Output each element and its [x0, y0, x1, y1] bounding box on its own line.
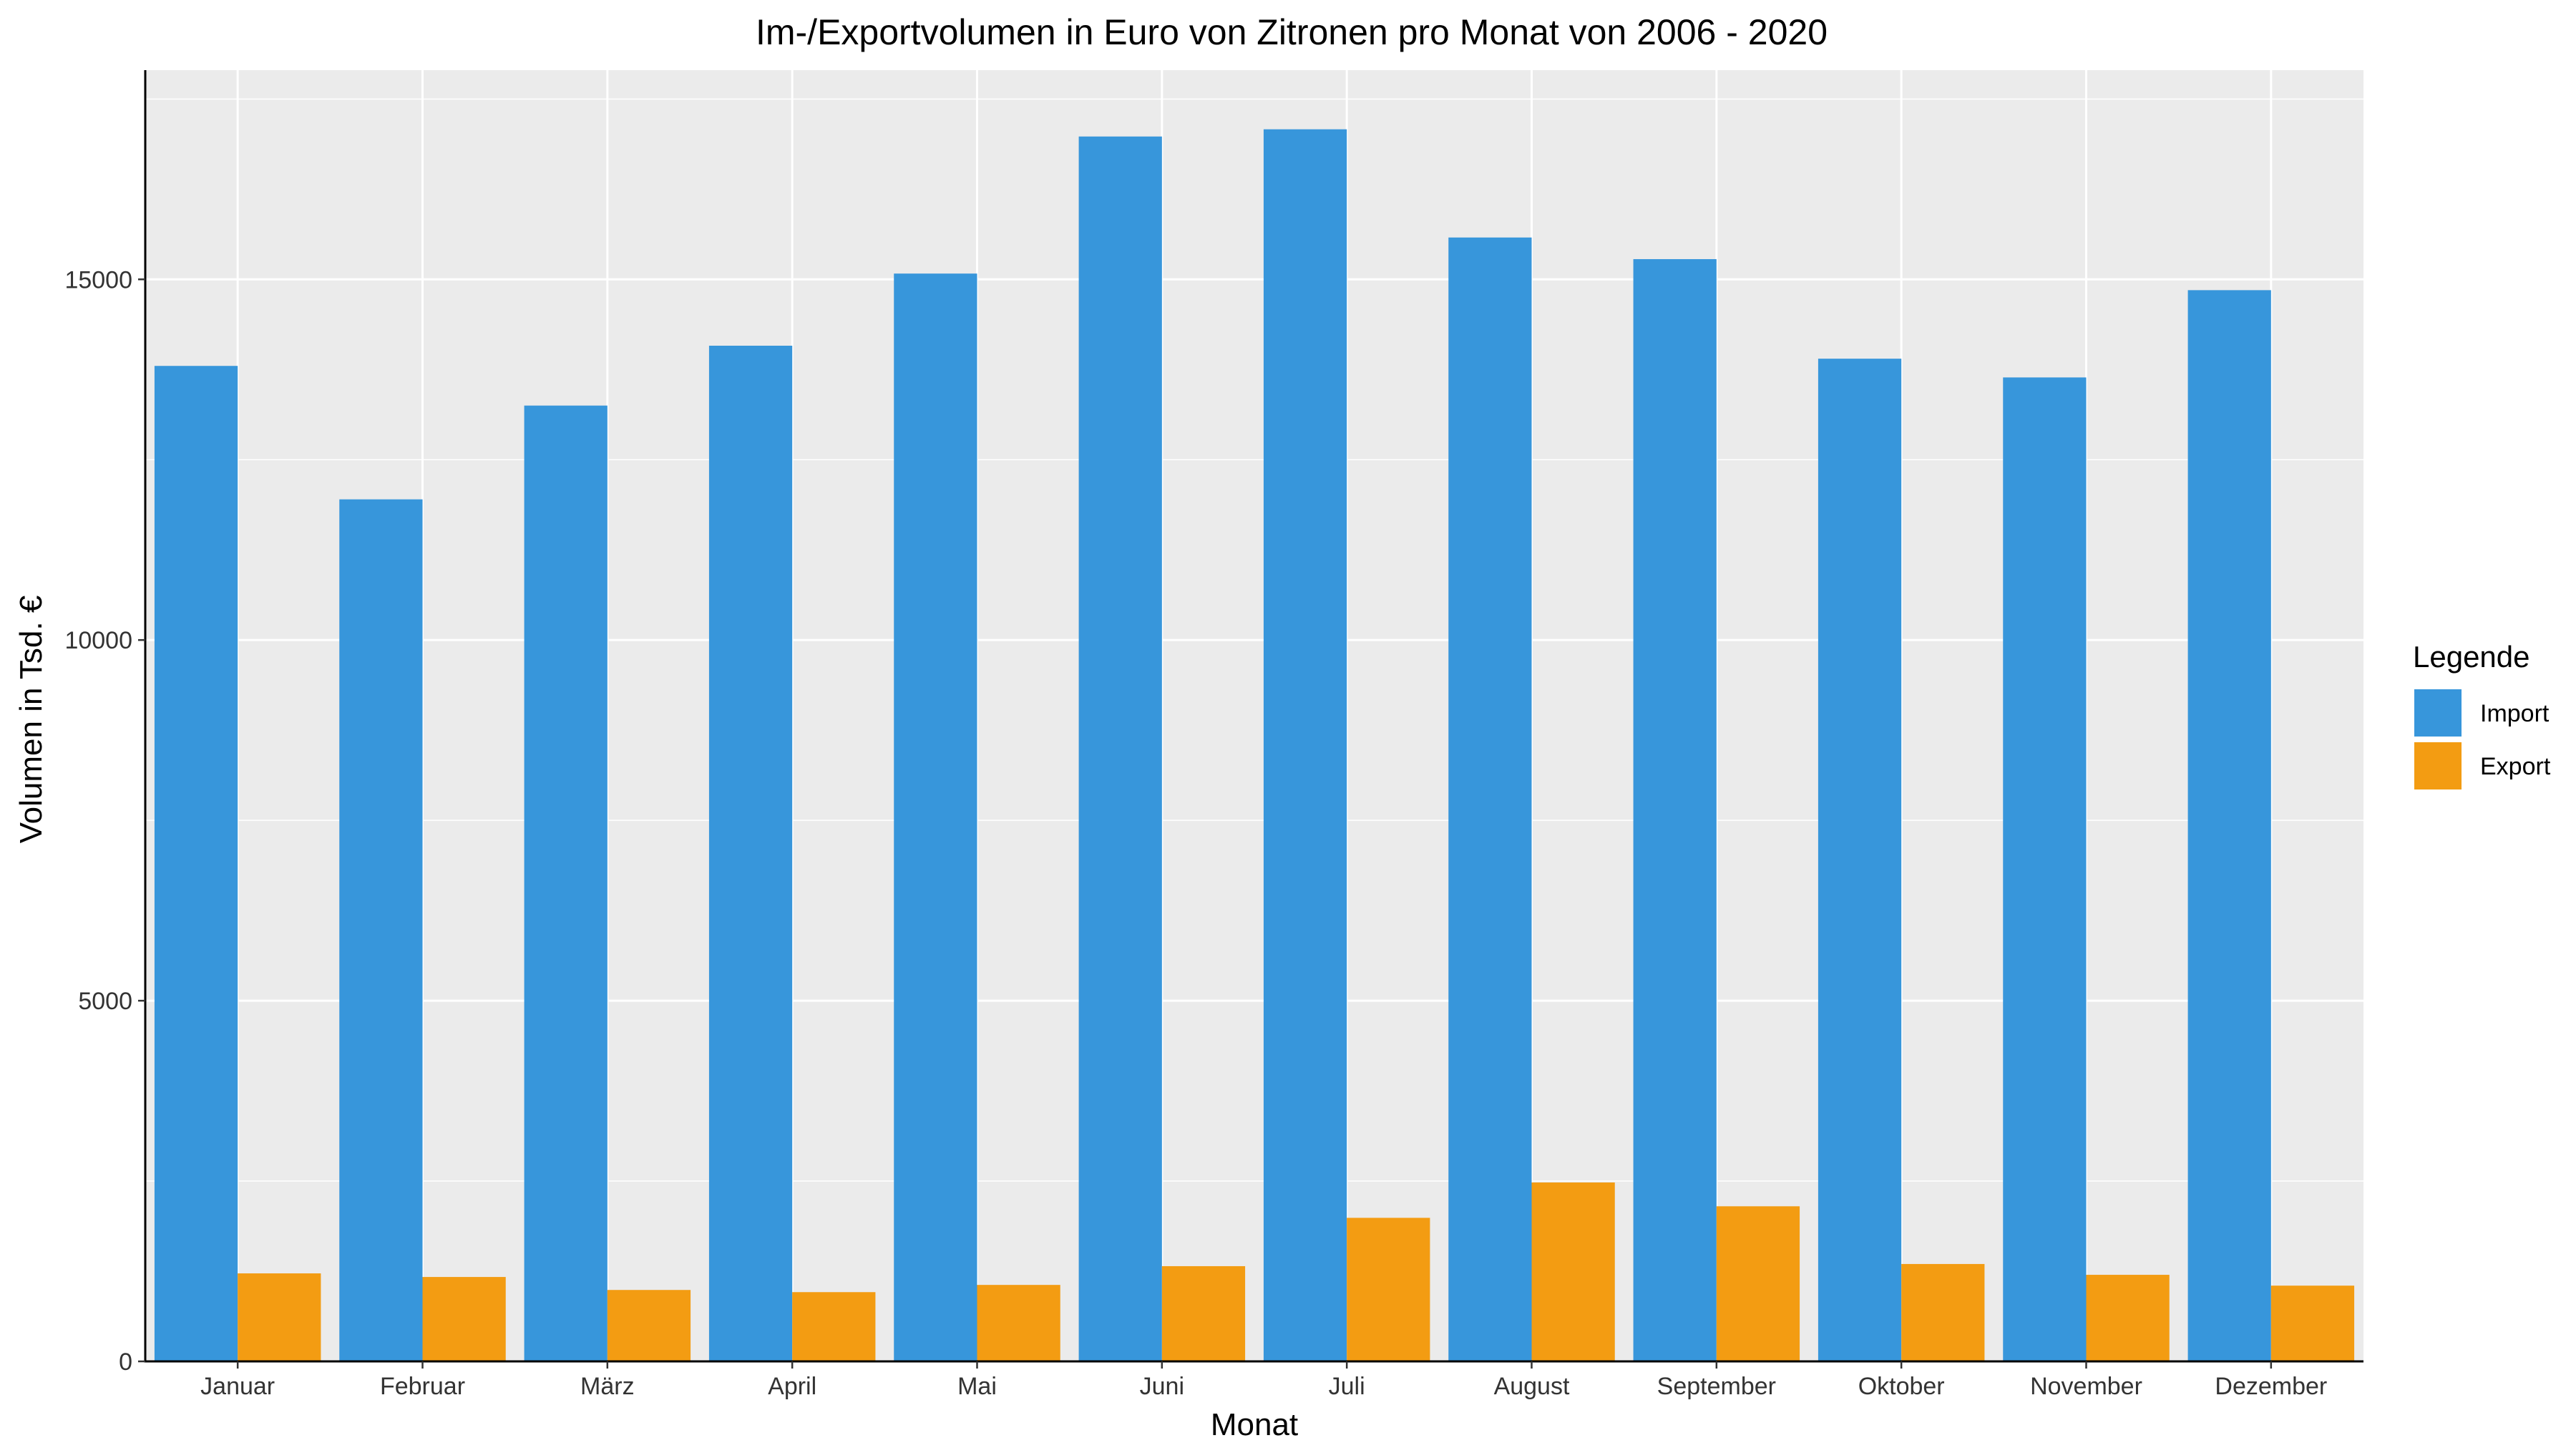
x-tick-label: Juli: [1329, 1373, 1365, 1400]
bar-import-8: [1448, 237, 1532, 1362]
x-tick-label: Oktober: [1858, 1373, 1945, 1400]
legend-items: Import Export: [2414, 689, 2551, 789]
legend-key-export: [2414, 742, 2462, 789]
bar-export-4: [792, 1292, 876, 1361]
y-tick-label: 15000: [64, 266, 132, 293]
bar-import-6: [1078, 136, 1162, 1361]
x-tick-label: Januar: [200, 1373, 275, 1400]
bar-export-8: [1531, 1182, 1615, 1361]
x-tick-label: April: [768, 1373, 816, 1400]
chart-title: Im-/Exportvolumen in Euro von Zitronen p…: [756, 12, 1828, 52]
bar-import-9: [1633, 259, 1717, 1361]
legend-label-import: Import: [2480, 700, 2550, 727]
y-tick-label: 5000: [78, 988, 132, 1015]
legend: Legende Import Export: [2413, 640, 2551, 789]
x-tick-label: Februar: [380, 1373, 465, 1400]
bar-export-5: [977, 1285, 1060, 1361]
bar-export-10: [1901, 1263, 1985, 1361]
legend-label-export: Export: [2480, 753, 2551, 780]
bar-import-3: [524, 405, 608, 1361]
plot-panel: [145, 70, 2363, 1361]
legend-title: Legende: [2413, 640, 2530, 674]
bar-import-5: [894, 273, 977, 1362]
bars: [154, 129, 2355, 1362]
bar-export-12: [2270, 1286, 2355, 1361]
bar-export-11: [2086, 1275, 2170, 1361]
bar-import-1: [154, 366, 238, 1362]
bar-export-6: [1161, 1265, 1246, 1361]
x-tick-label: März: [580, 1373, 635, 1400]
bar-import-2: [339, 499, 423, 1362]
x-tick-label: Dezember: [2215, 1373, 2327, 1400]
axes: [144, 70, 2363, 1363]
legend-key-import: [2414, 689, 2462, 737]
bar-export-2: [422, 1277, 506, 1361]
bar-export-7: [1347, 1218, 1430, 1361]
bar-export-1: [238, 1273, 321, 1361]
bar-export-3: [607, 1290, 691, 1361]
bar-import-7: [1263, 129, 1347, 1361]
y-tick-label: 0: [119, 1348, 132, 1376]
bar-import-11: [2003, 377, 2087, 1362]
y-tick-label: 10000: [64, 627, 132, 654]
bar-import-4: [708, 345, 793, 1362]
x-tick-label: November: [2030, 1373, 2142, 1400]
bar-export-9: [1716, 1206, 1800, 1361]
x-axis-title: Monat: [1211, 1407, 1298, 1442]
bar-import-12: [2187, 290, 2271, 1361]
x-axis-ticks: Januar Februar März April Mai Juni Juli August S…: [200, 1361, 2327, 1400]
y-axis-ticks: 0 5000 10000 15000: [64, 266, 145, 1376]
x-tick-label: Juni: [1140, 1373, 1184, 1400]
bar-import-10: [1818, 359, 1902, 1362]
plot-background: [145, 70, 2363, 1361]
x-tick-label: August: [1494, 1373, 1570, 1400]
x-tick-label: Mai: [957, 1373, 997, 1400]
x-tick-label: September: [1657, 1373, 1776, 1400]
y-axis-title: Volumen in Tsd. €: [14, 596, 49, 844]
